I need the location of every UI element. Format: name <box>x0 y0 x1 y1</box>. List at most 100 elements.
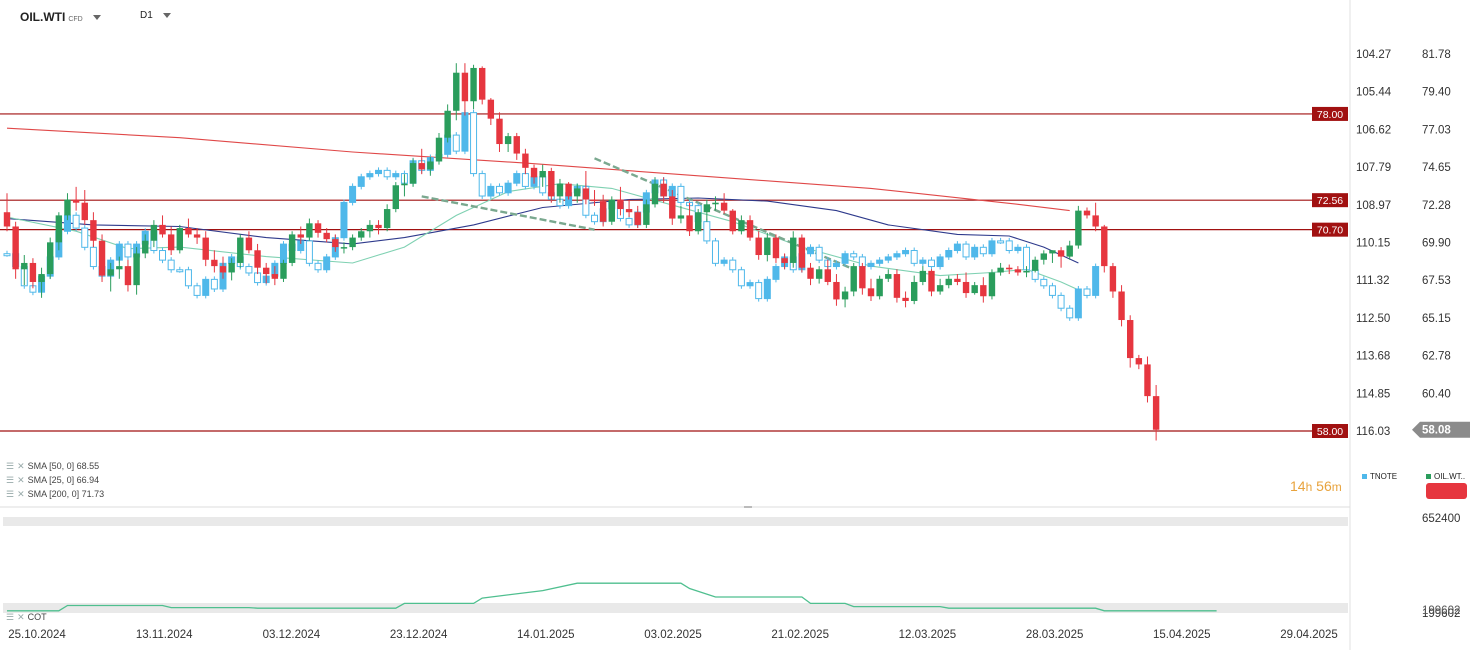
indicator-menu-icon[interactable]: ☰ <box>6 612 14 622</box>
candle <box>185 228 192 235</box>
candle <box>3 212 11 227</box>
timeframe-selector[interactable]: D1 <box>140 10 171 21</box>
symbol-suffix: CFD <box>68 16 83 23</box>
candle <box>461 72 469 102</box>
compare-candle <box>202 278 210 296</box>
candle <box>107 269 114 276</box>
compare-candle <box>720 259 728 264</box>
x-tick-label: 13.11.2024 <box>136 629 193 641</box>
candle <box>1066 245 1073 257</box>
symbol-selector[interactable]: OIL.WTI CFD <box>20 10 101 24</box>
candle <box>1049 250 1056 254</box>
trade-button[interactable] <box>1426 483 1467 499</box>
x-tick-label: 29.04.2025 <box>1280 629 1338 641</box>
compare-candle <box>452 134 460 152</box>
lower-panel-bottom-band <box>3 603 1348 613</box>
candle <box>1135 358 1143 365</box>
y-tick-label: 69.90 <box>1422 238 1451 250</box>
indicator-menu-icon[interactable]: ☰ <box>6 475 14 485</box>
x-tick-label: 25.10.2024 <box>8 629 66 641</box>
candle <box>124 266 132 286</box>
compare-candle <box>850 253 858 258</box>
candle <box>669 196 676 219</box>
cot-line <box>7 582 1217 612</box>
candle <box>556 183 564 197</box>
candle <box>263 267 270 275</box>
timeframe-dropdown-icon[interactable] <box>162 12 171 18</box>
cot-label: COT <box>27 612 47 622</box>
candle <box>513 136 520 154</box>
compare-candle <box>1083 288 1091 296</box>
indicator-legend-sma200[interactable]: ☰ ✕ SMA [200, 0] 71.73 <box>6 489 104 500</box>
compare-candle <box>677 185 685 203</box>
candle <box>90 220 97 241</box>
candle <box>1127 320 1134 359</box>
candle <box>453 72 460 111</box>
candle <box>634 212 641 225</box>
indicator-menu-icon[interactable]: ☰ <box>6 461 14 471</box>
compare-candle <box>461 112 469 152</box>
compare-y-tick-label: 104.27 <box>1356 49 1391 61</box>
tnote-swatch <box>1362 474 1367 479</box>
horizontal-level-label: 78.00 <box>1317 109 1343 121</box>
horizontal-level-label: 58.00 <box>1317 426 1343 438</box>
indicator-remove-icon[interactable]: ✕ <box>17 489 24 499</box>
compare-candle <box>1092 266 1100 296</box>
oil-swatch <box>1426 474 1431 479</box>
compare-candle <box>124 243 132 258</box>
x-tick-label: 28.03.2025 <box>1026 629 1084 641</box>
candle <box>1057 250 1065 257</box>
x-tick-label: 12.03.2025 <box>899 629 957 641</box>
lower-axis-bottom-label-shadow: 199602 <box>1422 605 1460 617</box>
indicator-remove-icon[interactable]: ✕ <box>17 612 24 622</box>
compare-y-tick-label: 112.50 <box>1356 313 1390 325</box>
candle <box>306 223 313 238</box>
indicator-legend-sma25[interactable]: ☰ ✕ SMA [25, 0] 66.94 <box>6 475 99 486</box>
candle <box>548 171 555 197</box>
candle <box>625 209 633 213</box>
compare-candle <box>72 214 80 229</box>
candle <box>254 250 261 268</box>
candle <box>1101 226 1108 267</box>
indicator-legend-sma50[interactable]: ☰ ✕ SMA [50, 0] 68.55 <box>6 461 99 472</box>
candle <box>539 171 546 178</box>
candle <box>392 185 399 210</box>
compare-y-tick-label: 116.03 <box>1356 426 1390 438</box>
indicator-label: SMA [25, 0] 66.94 <box>27 475 100 485</box>
compare-legend-tnote[interactable]: TNOTE <box>1362 472 1397 481</box>
candle <box>815 269 823 279</box>
candle <box>1152 396 1160 430</box>
candle <box>1118 291 1125 321</box>
symbol-dropdown-icon[interactable] <box>92 15 101 21</box>
candle <box>608 199 615 222</box>
candle <box>375 224 382 229</box>
indicator-remove-icon[interactable]: ✕ <box>17 475 24 485</box>
candle <box>271 274 279 279</box>
candle <box>807 267 814 279</box>
indicator-menu-icon[interactable]: ☰ <box>6 489 14 499</box>
compare-candle <box>884 256 892 261</box>
candle <box>12 226 19 270</box>
compare-candle <box>210 278 218 290</box>
x-tick-label: 03.12.2024 <box>263 629 321 641</box>
y-tick-label: 72.28 <box>1422 200 1451 212</box>
compare-candle <box>1040 278 1048 287</box>
compare-legend-oil[interactable]: OIL.WT.. <box>1426 472 1465 481</box>
cot-legend[interactable]: ☰ ✕ COT <box>6 612 47 623</box>
candle <box>1075 210 1082 246</box>
compare-candle <box>495 185 503 194</box>
candle <box>833 281 840 300</box>
compare-candle <box>340 201 348 239</box>
candle <box>1014 269 1022 273</box>
compare-candle <box>815 246 823 261</box>
compare-candle <box>323 256 331 271</box>
compare-y-tick-label: 113.68 <box>1356 351 1390 363</box>
indicator-remove-icon[interactable]: ✕ <box>17 461 24 471</box>
candle <box>55 215 63 243</box>
candle <box>1040 253 1047 260</box>
compare-y-tick-label: 110.15 <box>1356 238 1390 250</box>
compare-candle <box>167 259 175 271</box>
compare-candle <box>876 259 884 264</box>
countdown-m-unit: m <box>1331 480 1342 494</box>
